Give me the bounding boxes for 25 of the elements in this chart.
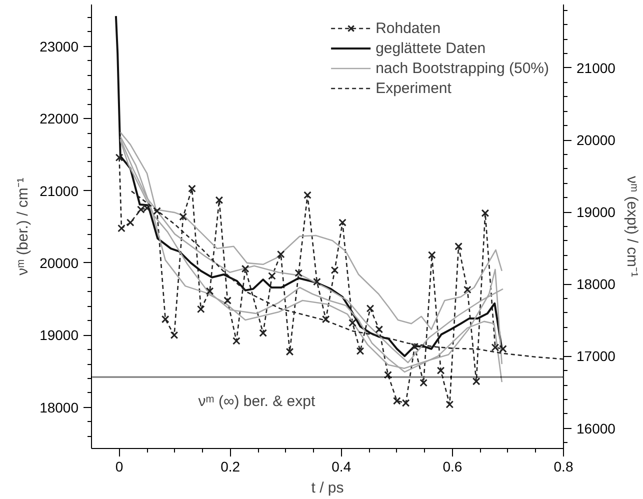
y-tick-label: 20000 [40,254,79,271]
y-tick-label: 23000 [40,38,79,54]
legend-label: Rohdaten [376,19,441,37]
y-axis-title: νᵐ (ber.) / cm⁻¹ [14,178,32,276]
y-tick-label: 21000 [40,182,79,199]
y2-axis-title: νᵐ (expt) / cm⁻¹ [623,176,640,278]
x-tick-label: 0.8 [554,458,574,474]
y2-tick-label: 18000 [576,276,616,292]
y2-tick-label: 17000 [576,348,616,364]
x-tick-label: 0.4 [332,458,352,474]
legend-label: Experiment [376,79,452,97]
y-tick-label: 19000 [40,327,79,344]
x-tick-label: 0 [115,458,124,474]
y2-tick-label: 20000 [576,132,616,148]
y2-tick-label: 21000 [576,60,616,76]
y2-tick-label: 16000 [576,420,616,436]
legend-label: nach Bootstrapping (50%) [376,59,549,77]
legend-label: geglättete Daten [376,39,486,57]
y-tick-label: 22000 [40,110,79,127]
x-tick-label: 0.2 [220,458,240,474]
x-axis-title: t / ps [311,480,344,496]
y-tick-label: 18000 [40,399,79,416]
ref-line-label: νᵐ (∞) ber. & expt [198,393,316,410]
x-tick-label: 0.6 [442,458,462,474]
y2-tick-label: 19000 [576,204,616,220]
